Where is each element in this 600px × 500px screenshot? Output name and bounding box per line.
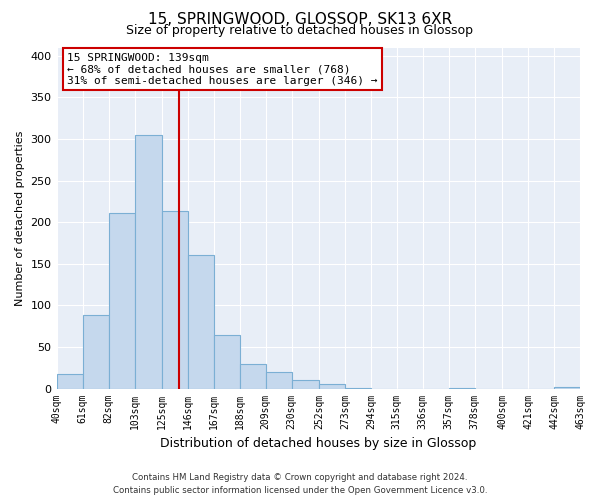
X-axis label: Distribution of detached houses by size in Glossop: Distribution of detached houses by size … bbox=[160, 437, 476, 450]
Text: Size of property relative to detached houses in Glossop: Size of property relative to detached ho… bbox=[127, 24, 473, 37]
Bar bbox=[292, 380, 319, 388]
Bar bbox=[56, 374, 83, 388]
Bar bbox=[188, 256, 214, 388]
Bar bbox=[319, 384, 345, 388]
Bar bbox=[266, 372, 292, 388]
Y-axis label: Number of detached properties: Number of detached properties bbox=[15, 130, 25, 306]
Bar bbox=[162, 210, 188, 388]
Bar bbox=[134, 135, 162, 388]
Bar bbox=[214, 336, 239, 388]
Bar bbox=[83, 314, 109, 388]
Bar bbox=[109, 213, 134, 388]
Text: 15 SPRINGWOOD: 139sqm
← 68% of detached houses are smaller (768)
31% of semi-det: 15 SPRINGWOOD: 139sqm ← 68% of detached … bbox=[67, 52, 377, 86]
Text: Contains HM Land Registry data © Crown copyright and database right 2024.
Contai: Contains HM Land Registry data © Crown c… bbox=[113, 474, 487, 495]
Text: 15, SPRINGWOOD, GLOSSOP, SK13 6XR: 15, SPRINGWOOD, GLOSSOP, SK13 6XR bbox=[148, 12, 452, 28]
Bar bbox=[239, 364, 266, 388]
Bar bbox=[554, 387, 580, 388]
